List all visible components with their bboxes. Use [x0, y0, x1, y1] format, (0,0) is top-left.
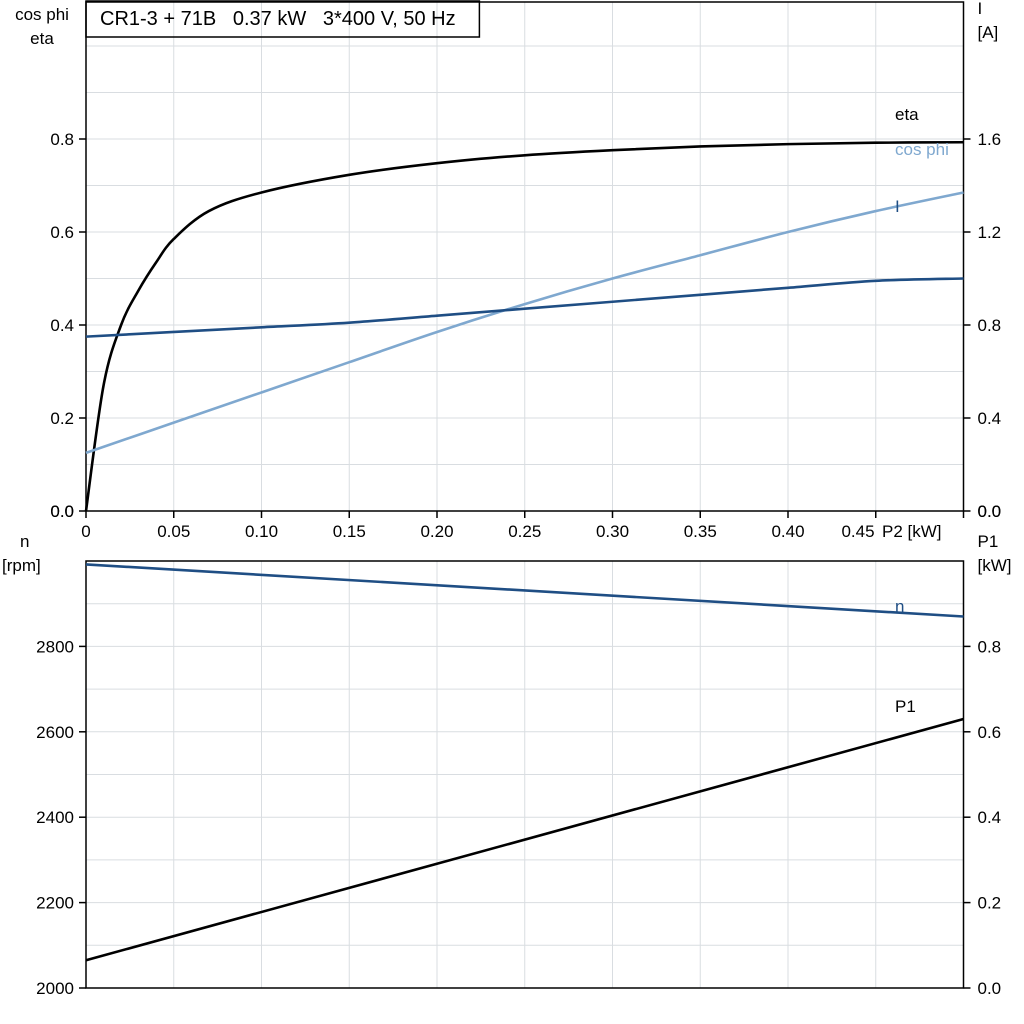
svg-text:0.15: 0.15 — [333, 522, 366, 541]
svg-text:CR1-3 + 71B 0.37 kW 3*400: CR1-3 + 71B 0.37 kW 3*400 V, 50 Hz — [100, 8, 456, 30]
svg-text:I: I — [978, 0, 983, 18]
svg-text:0.8: 0.8 — [50, 130, 74, 149]
svg-text:0.0: 0.0 — [978, 502, 1002, 521]
svg-text:2400: 2400 — [36, 808, 74, 827]
svg-text:0.6: 0.6 — [978, 723, 1002, 742]
svg-text:0.4: 0.4 — [978, 409, 1002, 428]
svg-text:1.2: 1.2 — [978, 223, 1002, 242]
svg-text:0.40: 0.40 — [771, 522, 804, 541]
svg-text:0.0: 0.0 — [50, 502, 74, 521]
svg-text:eta: eta — [895, 105, 919, 124]
svg-text:0.20: 0.20 — [420, 522, 453, 541]
svg-text:2600: 2600 — [36, 723, 74, 742]
svg-text:0.35: 0.35 — [684, 522, 717, 541]
svg-text:0.4: 0.4 — [978, 808, 1002, 827]
svg-text:0.8: 0.8 — [978, 316, 1002, 335]
svg-text:2800: 2800 — [36, 637, 74, 656]
svg-text:P1: P1 — [978, 532, 999, 551]
svg-text:eta: eta — [30, 29, 54, 48]
svg-text:0.0: 0.0 — [978, 979, 1002, 998]
svg-text:[rpm]: [rpm] — [2, 556, 41, 575]
svg-text:cos phi: cos phi — [895, 140, 949, 159]
svg-text:I: I — [895, 197, 900, 216]
svg-text:P2 [kW]: P2 [kW] — [882, 522, 942, 541]
svg-text:0.8: 0.8 — [978, 637, 1002, 656]
svg-text:cos phi: cos phi — [15, 5, 69, 24]
svg-text:0.05: 0.05 — [157, 522, 190, 541]
svg-text:0.2: 0.2 — [978, 894, 1002, 913]
svg-text:0.45: 0.45 — [841, 522, 874, 541]
svg-text:0.6: 0.6 — [50, 223, 74, 242]
svg-text:[kW]: [kW] — [978, 556, 1012, 575]
svg-text:0.10: 0.10 — [245, 522, 278, 541]
svg-text:0.2: 0.2 — [50, 409, 74, 428]
svg-text:0.30: 0.30 — [596, 522, 629, 541]
svg-text:n: n — [895, 597, 904, 616]
svg-text:0.4: 0.4 — [50, 316, 74, 335]
svg-text:0: 0 — [81, 522, 90, 541]
svg-text:[A]: [A] — [978, 23, 999, 42]
svg-text:P1: P1 — [895, 697, 916, 716]
svg-text:2000: 2000 — [36, 979, 74, 998]
svg-text:n: n — [20, 532, 29, 551]
svg-text:1.6: 1.6 — [978, 130, 1002, 149]
svg-text:0.25: 0.25 — [508, 522, 541, 541]
svg-text:2200: 2200 — [36, 894, 74, 913]
